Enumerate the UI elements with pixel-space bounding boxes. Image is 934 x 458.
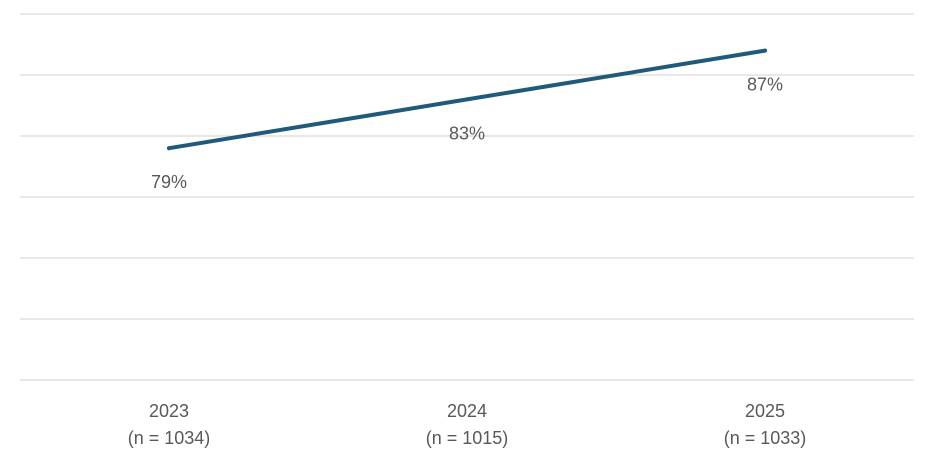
data-point xyxy=(167,146,171,151)
x-tick-sublabel: (n = 1034) xyxy=(128,428,211,448)
data-point xyxy=(763,48,767,53)
x-tick-sublabel: (n = 1033) xyxy=(724,428,807,448)
data-label: 79% xyxy=(151,172,187,192)
data-labels: 79% 83% 87% xyxy=(151,75,783,193)
x-tick-label: 2025 xyxy=(745,401,785,421)
x-tick-label: 2024 xyxy=(447,401,487,421)
data-label: 83% xyxy=(449,123,485,143)
gridlines xyxy=(20,13,914,381)
x-tick-label: 2023 xyxy=(149,401,189,421)
data-point xyxy=(465,97,469,102)
series-layer xyxy=(167,48,767,151)
x-axis: 2023 (n = 1034) 2024 (n = 1015) 2025 (n = 103… xyxy=(128,401,807,448)
data-label: 87% xyxy=(747,75,783,95)
x-tick-sublabel: (n = 1015) xyxy=(426,428,509,448)
